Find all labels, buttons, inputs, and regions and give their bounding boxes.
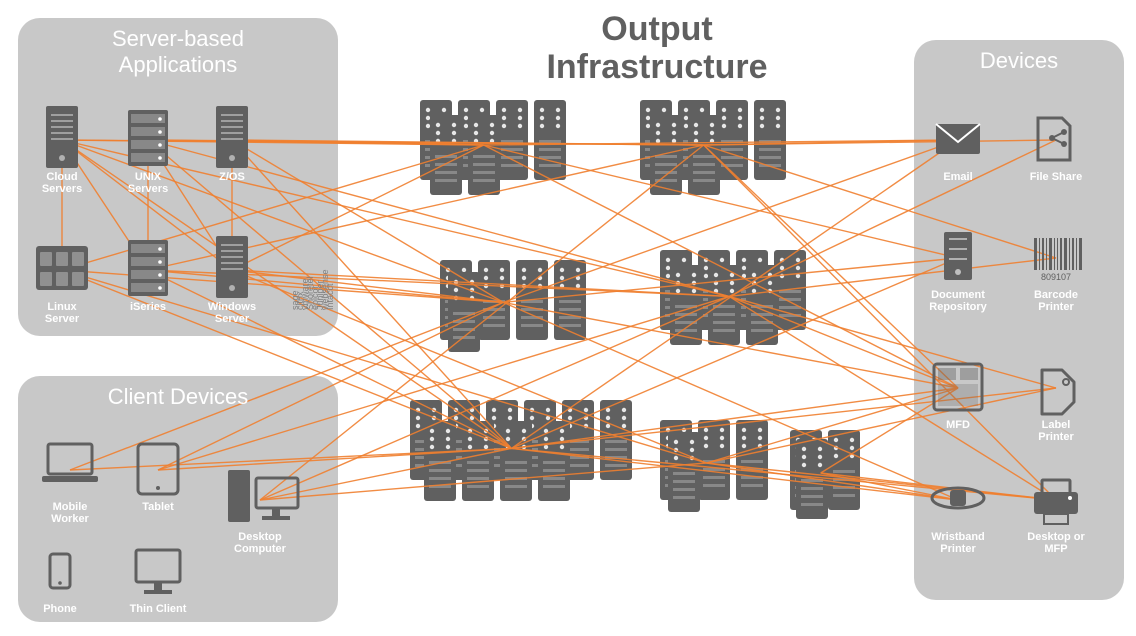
node-label: Mobile — [53, 501, 88, 513]
node-label: Tablet — [142, 501, 174, 513]
node-label: Servers — [128, 183, 168, 195]
node-label: Worker — [51, 513, 89, 525]
node-label: MFP — [1044, 543, 1067, 555]
node-label: Repository — [929, 301, 987, 313]
node-iseries: iSeries — [128, 240, 168, 313]
node-label: Linux — [47, 301, 77, 313]
svg-text:Intacct: Intacct — [325, 283, 335, 310]
panel-title-server_apps: Server-based — [112, 26, 244, 51]
node-label: Printer — [1038, 301, 1074, 313]
node-label: Server — [215, 313, 250, 325]
node-label: Printer — [940, 543, 976, 555]
clusters-layer — [410, 100, 860, 519]
node-label: iSeries — [130, 301, 166, 313]
svg-text:809107: 809107 — [1041, 272, 1071, 282]
panel-title-server_apps: Applications — [119, 52, 238, 77]
node-label: Cloud — [46, 171, 77, 183]
node-label: Phone — [43, 603, 77, 615]
node-label: File Share — [1030, 171, 1083, 183]
infrastructure-diagram: CloudServersUNIXServersZ/OSLinuxServeriS… — [0, 0, 1136, 636]
node-label: Windows — [208, 301, 256, 313]
node-label: Z/OS — [219, 171, 245, 183]
node-label: Printer — [1038, 431, 1074, 443]
main-title-line1: Output — [601, 10, 712, 48]
node-label: Computer — [234, 543, 287, 555]
node-label: Servers — [42, 183, 82, 195]
node-zos: Z/OS — [216, 106, 248, 183]
panel-client_devices — [18, 376, 338, 622]
node-label: UNIX — [135, 171, 162, 183]
node-label: Document — [931, 289, 985, 301]
node-label: Barcode — [1034, 289, 1078, 301]
node-label: Desktop — [238, 531, 282, 543]
node-label: Desktop or — [1027, 531, 1085, 543]
node-label: Label — [1042, 419, 1071, 431]
node-label: Wristband — [931, 531, 985, 543]
node-unix_servers: UNIXServers — [128, 110, 168, 195]
node-label: Server — [45, 313, 80, 325]
node-label: MFD — [946, 419, 970, 431]
panel-title-client_devices: Client Devices — [108, 384, 249, 409]
node-cloud_servers: CloudServers — [42, 106, 82, 195]
node-label: Email — [943, 171, 972, 183]
node-label: Thin Client — [130, 603, 187, 615]
panel-title-devices: Devices — [980, 48, 1058, 73]
main-title-line2: Infrastructure — [546, 48, 767, 86]
